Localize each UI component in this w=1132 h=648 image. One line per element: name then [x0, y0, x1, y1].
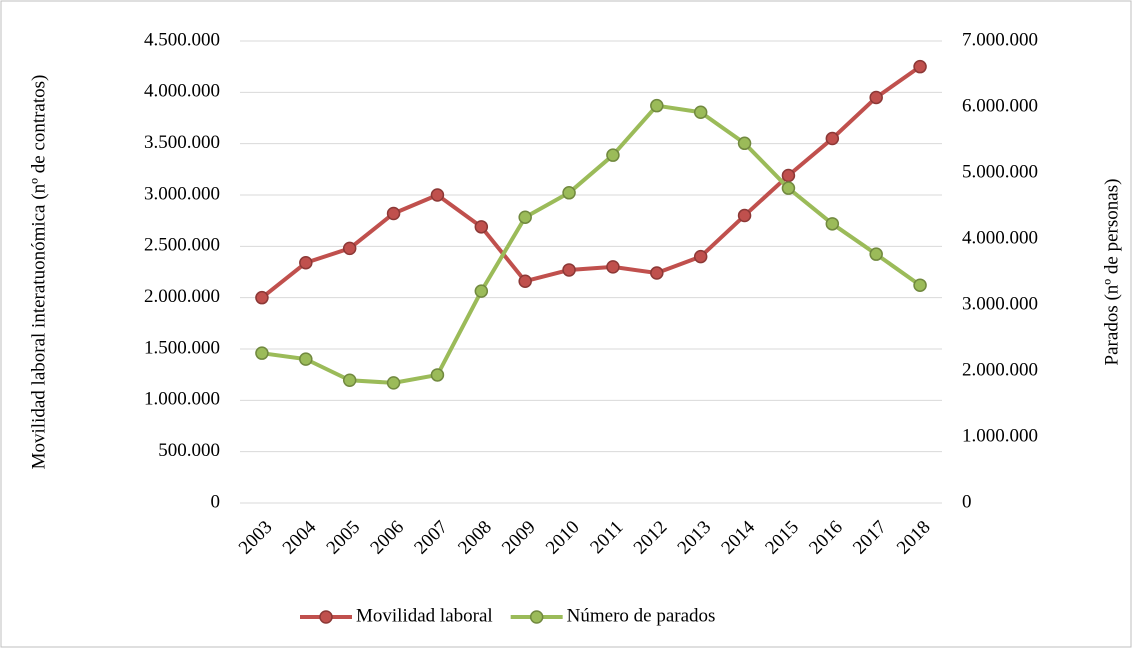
legend-marker — [319, 610, 333, 624]
marker — [606, 260, 620, 274]
marker — [913, 59, 927, 74]
y2-tick-label: 4.000.000 — [962, 227, 1038, 248]
marker — [913, 278, 927, 292]
marker — [869, 90, 883, 105]
y-tick-label: 500.000 — [158, 440, 220, 461]
marker — [299, 352, 313, 366]
marker — [342, 241, 357, 256]
y-tick-label: 2.000.000 — [144, 286, 220, 307]
y2-tick-label: 7.000.000 — [962, 29, 1038, 50]
marker — [255, 290, 269, 305]
marker — [430, 188, 445, 202]
marker — [650, 266, 664, 280]
y-tick-label: 1.500.000 — [144, 337, 220, 358]
marker — [562, 263, 576, 277]
marker — [869, 247, 883, 261]
line — [261, 103, 922, 385]
y-axis-title: Movilidad laboral interatuonómica (nº de… — [28, 75, 49, 470]
marker — [693, 105, 708, 120]
marker — [562, 186, 576, 200]
marker — [693, 249, 708, 264]
y-tick-label: 4.500.000 — [144, 29, 220, 50]
y-tick-label: 2.500.000 — [144, 235, 220, 256]
marker — [430, 368, 445, 382]
y2-tick-label: 6.000.000 — [962, 95, 1038, 116]
legend-marker — [529, 610, 544, 624]
marker — [518, 274, 532, 288]
marker — [386, 376, 401, 390]
marker — [299, 256, 313, 270]
marker — [386, 206, 401, 221]
legend-label: Número de parados — [567, 605, 716, 626]
legend-label: Movilidad laboral — [356, 605, 493, 626]
marker — [474, 220, 489, 234]
marker — [781, 181, 796, 195]
y2-tick-label: 2.000.000 — [962, 359, 1038, 380]
y-tick-label: 1.000.000 — [144, 389, 220, 410]
y2-tick-label: 5.000.000 — [962, 161, 1038, 182]
marker — [255, 346, 269, 360]
marker — [606, 148, 620, 162]
marker — [825, 131, 840, 146]
y2-tick-label: 3.000.000 — [962, 293, 1038, 314]
y-tick-label: 0 — [211, 491, 221, 512]
marker — [737, 208, 752, 223]
y2-tick-label: 1.000.000 — [962, 425, 1038, 446]
marker — [825, 217, 840, 231]
marker — [737, 136, 752, 151]
marker — [650, 98, 664, 113]
y2-tick-label: 0 — [962, 491, 972, 512]
marker — [342, 373, 357, 387]
line — [260, 65, 922, 300]
marker — [781, 168, 796, 183]
marker — [474, 284, 489, 298]
y-tick-label: 4.000.000 — [144, 81, 220, 102]
y2-axis-title: Parados (nº de personas) — [1101, 179, 1122, 366]
y-tick-label: 3.500.000 — [144, 132, 220, 153]
marker — [518, 210, 532, 224]
y-tick-label: 3.000.000 — [144, 183, 220, 204]
